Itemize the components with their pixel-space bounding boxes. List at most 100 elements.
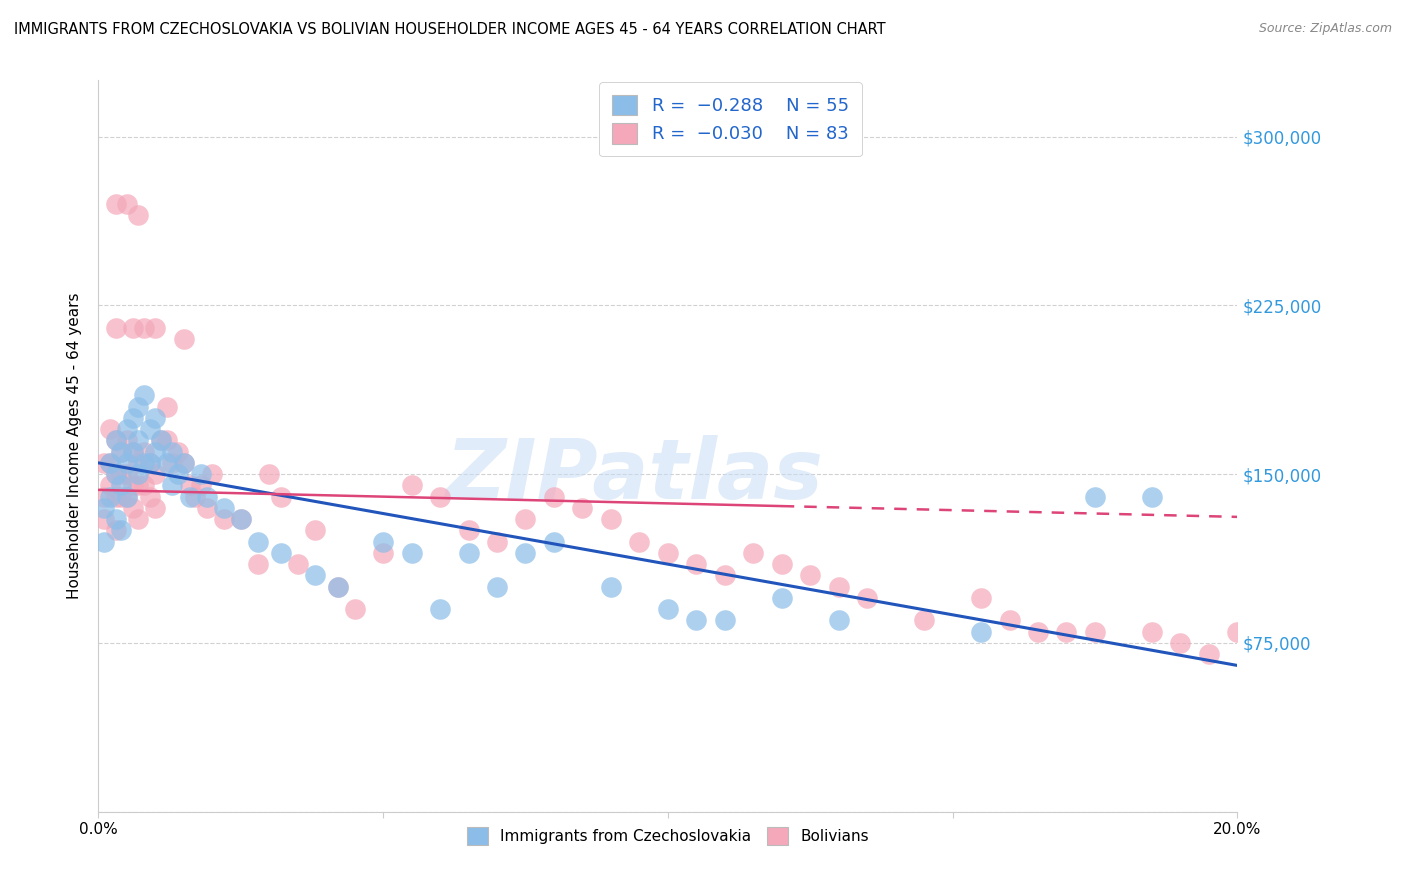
Point bbox=[190, 467, 212, 482]
Point bbox=[110, 444, 132, 458]
Point bbox=[1198, 647, 1220, 661]
Point bbox=[429, 490, 451, 504]
Point bbox=[179, 478, 201, 492]
Point bbox=[543, 534, 565, 549]
Point bbox=[714, 614, 737, 628]
Point bbox=[343, 602, 366, 616]
Point bbox=[138, 490, 160, 504]
Point bbox=[145, 410, 167, 425]
Point bbox=[115, 434, 138, 448]
Point bbox=[110, 478, 132, 492]
Point bbox=[110, 524, 132, 538]
Point bbox=[121, 500, 143, 515]
Point bbox=[212, 500, 235, 515]
Point bbox=[201, 467, 224, 482]
Point bbox=[1170, 636, 1192, 650]
Point bbox=[145, 500, 167, 515]
Point bbox=[246, 534, 269, 549]
Point bbox=[121, 478, 143, 492]
Point bbox=[970, 624, 993, 639]
Point bbox=[104, 512, 127, 526]
Point bbox=[93, 490, 115, 504]
Point bbox=[138, 422, 160, 436]
Point bbox=[229, 512, 252, 526]
Point bbox=[104, 321, 127, 335]
Point bbox=[138, 456, 160, 470]
Point bbox=[127, 512, 149, 526]
Point bbox=[628, 534, 651, 549]
Point bbox=[115, 197, 138, 211]
Point bbox=[657, 546, 679, 560]
Point bbox=[162, 444, 184, 458]
Point bbox=[167, 467, 190, 482]
Point bbox=[401, 478, 423, 492]
Point bbox=[799, 568, 821, 582]
Point bbox=[287, 557, 309, 571]
Point bbox=[145, 444, 167, 458]
Point bbox=[270, 490, 292, 504]
Point bbox=[138, 456, 160, 470]
Y-axis label: Householder Income Ages 45 - 64 years: Householder Income Ages 45 - 64 years bbox=[67, 293, 83, 599]
Point bbox=[93, 456, 115, 470]
Point bbox=[195, 500, 218, 515]
Point bbox=[184, 490, 207, 504]
Point bbox=[543, 490, 565, 504]
Point bbox=[121, 444, 143, 458]
Point bbox=[1140, 490, 1163, 504]
Point bbox=[326, 580, 349, 594]
Point bbox=[104, 490, 127, 504]
Point bbox=[104, 524, 127, 538]
Point bbox=[457, 546, 479, 560]
Point bbox=[93, 500, 115, 515]
Point bbox=[1084, 624, 1107, 639]
Point bbox=[98, 490, 121, 504]
Point bbox=[212, 512, 235, 526]
Point bbox=[1084, 490, 1107, 504]
Point bbox=[98, 456, 121, 470]
Point bbox=[115, 467, 138, 482]
Point bbox=[115, 490, 138, 504]
Point bbox=[93, 534, 115, 549]
Point bbox=[515, 512, 537, 526]
Point bbox=[98, 456, 121, 470]
Point bbox=[115, 422, 138, 436]
Point bbox=[173, 456, 195, 470]
Point bbox=[104, 467, 127, 482]
Point bbox=[373, 534, 395, 549]
Point bbox=[156, 456, 179, 470]
Point bbox=[912, 614, 935, 628]
Point bbox=[856, 591, 879, 605]
Point bbox=[970, 591, 993, 605]
Point bbox=[110, 444, 132, 458]
Point bbox=[167, 444, 190, 458]
Text: ZIPatlas: ZIPatlas bbox=[444, 434, 823, 516]
Point bbox=[828, 614, 851, 628]
Point bbox=[179, 490, 201, 504]
Point bbox=[104, 467, 127, 482]
Point bbox=[127, 467, 149, 482]
Point bbox=[486, 534, 509, 549]
Point bbox=[150, 434, 173, 448]
Point bbox=[714, 568, 737, 582]
Point bbox=[104, 434, 127, 448]
Legend: Immigrants from Czechoslovakia, Bolivians: Immigrants from Czechoslovakia, Bolivian… bbox=[456, 816, 880, 855]
Point bbox=[110, 467, 132, 482]
Point bbox=[127, 478, 149, 492]
Point bbox=[229, 512, 252, 526]
Point bbox=[173, 332, 195, 346]
Point bbox=[1140, 624, 1163, 639]
Point bbox=[304, 524, 326, 538]
Point bbox=[1026, 624, 1049, 639]
Point bbox=[190, 478, 212, 492]
Point bbox=[127, 400, 149, 414]
Point bbox=[571, 500, 593, 515]
Point bbox=[98, 478, 121, 492]
Point bbox=[132, 478, 155, 492]
Point bbox=[115, 490, 138, 504]
Point bbox=[121, 321, 143, 335]
Point bbox=[373, 546, 395, 560]
Point bbox=[1056, 624, 1078, 639]
Point bbox=[93, 512, 115, 526]
Point bbox=[121, 410, 143, 425]
Point bbox=[104, 197, 127, 211]
